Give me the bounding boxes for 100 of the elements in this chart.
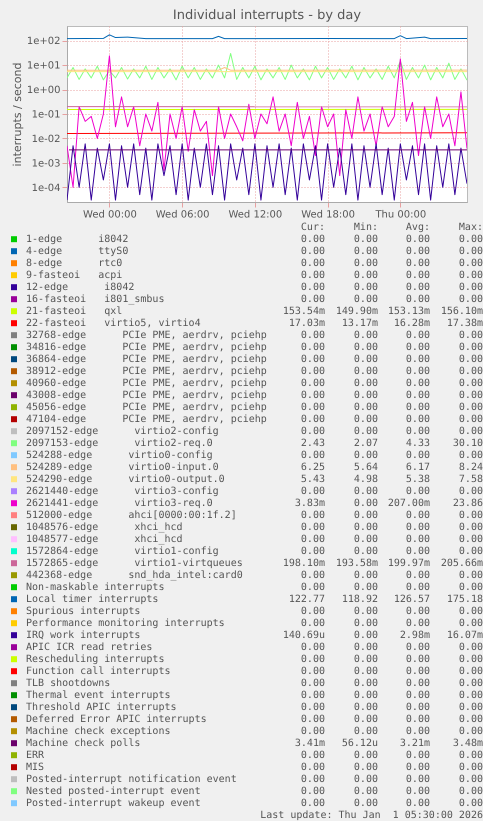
text: 0.00 [458,618,483,630]
legend-label: 442368-edge snd_hda_intel:card0 [26,570,243,582]
text: 0.00 [354,270,378,282]
legend-label: 16-fasteoi i801_smbus [26,294,164,306]
text: 205.66m [440,558,483,570]
text: 0.00 [406,426,430,438]
text: 0.00 [354,402,378,414]
text: 4.33 [406,438,430,450]
text: 17.38m [446,318,483,330]
text: 0.00 [354,342,378,354]
text: 0.00 [300,426,325,438]
text: 0.00 [458,774,483,786]
text: 0.00 [300,642,325,654]
legend-label: 524288-edge virtio0-config [26,450,213,462]
text: 30.10 [452,438,483,450]
text: 207.00m [388,498,430,510]
text: 0.00 [406,798,430,810]
text: 0.00 [458,270,483,282]
text: 118.92 [342,594,378,606]
text: 0.00 [458,726,483,738]
text: 0.00 [300,702,325,714]
legend-label: 1572864-edge virtio1-config [26,546,219,558]
text: 0.00 [406,522,430,534]
text: 0.00 [406,618,430,630]
text: 0.00 [354,354,378,366]
text: 2.98m [400,630,430,642]
text: Min: [354,222,378,234]
legend-label: Deferred Error APIC interrupts [26,714,207,726]
text: 0.00 [300,522,325,534]
legend-label: 2097153-edge virtio2-req.0 [26,438,213,450]
text: 0.00 [300,690,325,702]
text: 0.00 [406,366,430,378]
line-series [67,52,467,81]
text: 0.00 [300,510,325,522]
text: 0.00 [300,246,325,258]
legend-label: 47104-edge PCIe PME, aerdrv, pciehp [26,414,267,426]
legend-label: 34816-edge PCIe PME, aerdrv, pciehp [26,342,267,354]
legend-label: 22-fasteoi virtio5, virtio4 [26,318,201,330]
chart-title: Individual interrupts - by day [172,8,362,23]
legend-label: 9-fasteoi acpi [26,270,122,282]
y-tick-label: 1e-01 [32,110,60,120]
text: Max: [458,222,483,234]
text: 0.00 [354,294,378,306]
text: 0.00 [406,270,430,282]
text: 16.07m [446,630,483,642]
legend-label: Spurious interrupts [26,606,140,618]
text: 16.28m [394,318,430,330]
legend-label: Nested posted-interrupt event [26,786,201,798]
text: 0.00 [300,402,325,414]
y-tick-label: 1e+01 [26,60,60,72]
text: 0.00 [458,246,483,258]
text: 0.00 [354,786,378,798]
text: 0.00 [458,258,483,270]
legend-label: 12-edge i8042 [26,282,134,294]
text: 0.00 [354,714,378,726]
text: 0.00 [458,666,483,678]
text: 0.00 [300,234,325,246]
text: 0.00 [300,342,325,354]
y-tick-label: 1e-03 [32,158,60,170]
text: 0.00 [406,714,430,726]
text: 6.17 [406,462,430,474]
text: 0.00 [458,546,483,558]
text: 0.00 [458,342,483,354]
line-series [67,55,467,188]
text: 0.00 [354,534,378,546]
text: 0.00 [406,282,430,294]
legend-label: Threshold APIC interrupts [26,702,177,714]
text: 0.00 [458,678,483,690]
legend-label: MIS [26,762,44,774]
text: 0.00 [406,654,430,666]
legend-label: Posted-interrupt wakeup event [26,798,201,810]
text: 198.10m [282,558,325,570]
text: 0.00 [354,246,378,258]
text: 0.00 [300,570,325,582]
legend-label: Function call interrupts [26,666,170,678]
text: 0.00 [406,702,430,714]
legend-label: 38912-edge PCIe PME, aerdrv, pciehp [26,366,267,378]
legend-label: Thermal event interrupts [26,690,170,702]
text: 5.38 [406,474,430,486]
text: 199.97m [388,558,430,570]
text: 0.00 [300,270,325,282]
text: 2.07 [354,438,378,450]
text: 0.00 [458,570,483,582]
x-tick-label: Wed 18:00 [301,210,356,220]
legend-label: 43008-edge PCIe PME, aerdrv, pciehp [26,390,267,402]
text: 0.00 [458,798,483,810]
text: 0.00 [406,750,430,762]
text: 0.00 [406,234,430,246]
legend-label: 2621440-edge virtio3-config [26,486,219,498]
text: 156.10m [440,306,483,318]
text: 0.00 [458,690,483,702]
text: 3.41m [294,738,325,750]
text: 0.00 [406,726,430,738]
text: 0.00 [458,534,483,546]
legend-label: 4-edge ttyS0 [26,246,128,258]
x-tick-label: Wed 06:00 [156,210,210,220]
text: 140.69u [282,630,325,642]
legend-label: 524289-edge virtio0-input.0 [26,462,219,474]
text: 0.00 [300,666,325,678]
text: Cur: [300,222,325,234]
